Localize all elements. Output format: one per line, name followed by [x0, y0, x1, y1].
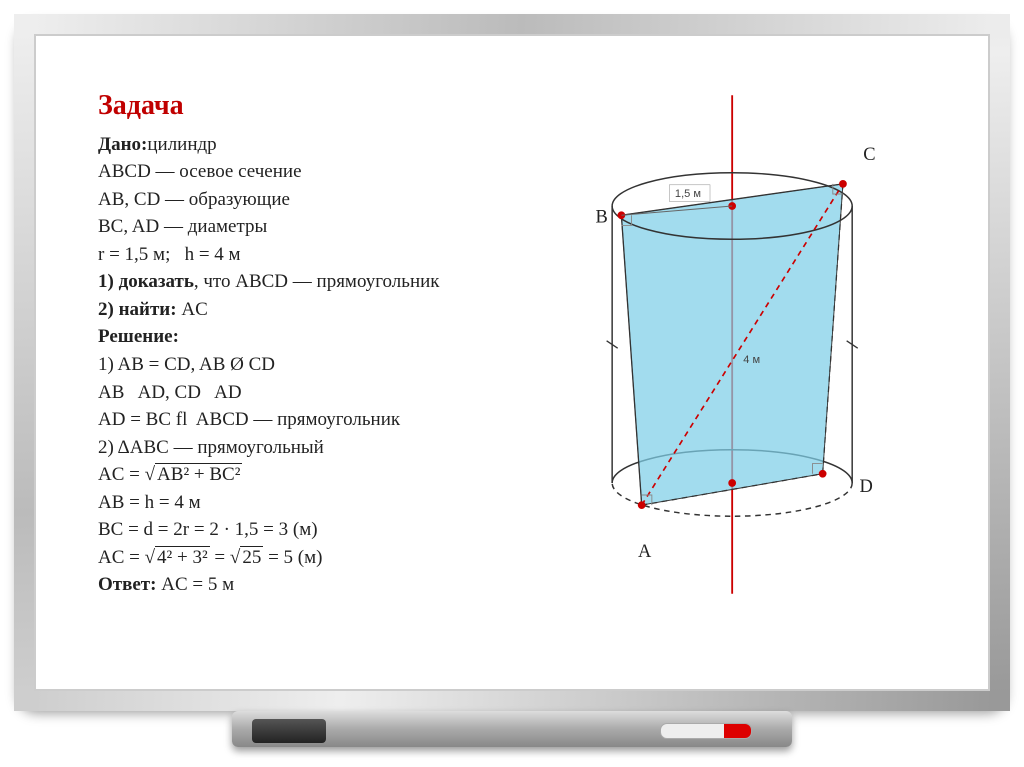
cylinder-svg: A B C D 1,5 м 4 м	[532, 86, 932, 603]
svg-text:D: D	[859, 476, 872, 496]
problem-text: Задача Дано:цилиндр ABCD — осевое сечени…	[98, 86, 532, 603]
sol-2: AB AD, CD AD	[98, 379, 532, 407]
task2-prefix: 2) найти:	[98, 299, 177, 320]
content-area: Задача Дано:цилиндр ABCD — осевое сечени…	[98, 86, 932, 603]
answer-value: AC = 5 м	[156, 574, 234, 595]
svg-text:C: C	[863, 144, 875, 164]
given-4: r = 1,5 м; h = 4 м	[98, 241, 532, 269]
sol8-rad1: 4² + 3²	[155, 546, 210, 568]
task1-rest: , что ABCD — прямоугольник	[194, 271, 440, 292]
radical-icon	[145, 464, 155, 485]
task-2: 2) найти: AC	[98, 296, 532, 324]
task1-prefix: 1) доказать	[98, 271, 194, 292]
sol-1: 1) AB = CD, AB Ø CD	[98, 351, 532, 379]
sol8-mid: =	[210, 547, 230, 568]
title: Задача	[98, 86, 532, 127]
board-surface: Задача Дано:цилиндр ABCD — осевое сечени…	[18, 18, 1006, 707]
sol-4: 2) ΔABC — прямоугольный	[98, 434, 532, 462]
sol-5: AC = AB² + BC²	[98, 461, 532, 489]
sol8-lhs: AC =	[98, 547, 145, 568]
sol-6: AB = h = 4 м	[98, 489, 532, 517]
radical-icon	[145, 547, 155, 568]
given-0: цилиндр	[147, 134, 216, 155]
marker-icon	[660, 723, 752, 739]
whiteboard-frame: Задача Дано:цилиндр ABCD — осевое сечени…	[0, 0, 1024, 767]
svg-text:1,5 м: 1,5 м	[675, 188, 701, 200]
radical-icon	[230, 547, 240, 568]
svg-text:B: B	[595, 207, 607, 227]
sol8-rad2: 25	[240, 546, 263, 568]
given-line: Дано:цилиндр	[98, 131, 532, 159]
task-1: 1) доказать, что ABCD — прямоугольник	[98, 268, 532, 296]
given-3: BC, AD — диаметры	[98, 213, 532, 241]
task2-rest: AC	[177, 299, 208, 320]
given-1: ABCD — осевое сечение	[98, 158, 532, 186]
given-label: Дано:	[98, 134, 147, 155]
marker-tray	[232, 711, 792, 747]
answer-label: Ответ:	[98, 574, 156, 595]
diagram: A B C D 1,5 м 4 м	[532, 86, 932, 603]
eraser-icon	[252, 719, 326, 743]
sol8-end: = 5 (м)	[263, 547, 322, 568]
sol5-rad: AB² + BC²	[155, 463, 242, 485]
sol-8: AC = 4² + 3² = 25 = 5 (м)	[98, 544, 532, 572]
solution-label: Решение:	[98, 323, 532, 351]
given-2: AB, CD — образующие	[98, 186, 532, 214]
svg-text:A: A	[638, 541, 652, 561]
sol-7: BC = d = 2r = 2 · 1,5 = 3 (м)	[98, 516, 532, 544]
svg-text:4 м: 4 м	[743, 354, 760, 366]
sol-3: AD = BC fl ABCD — прямоугольник	[98, 406, 532, 434]
answer-line: Ответ: AC = 5 м	[98, 571, 532, 599]
sol5-lhs: AC =	[98, 464, 145, 485]
